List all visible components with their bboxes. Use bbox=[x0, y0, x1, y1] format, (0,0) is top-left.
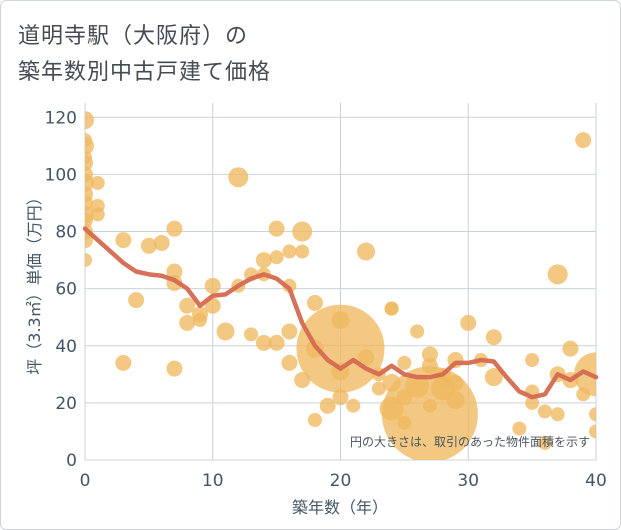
bubble-point bbox=[525, 353, 540, 368]
bubble-point bbox=[192, 313, 207, 328]
bubble-point bbox=[90, 175, 105, 190]
chart-annotation: 円の大きさは、取引のあった物件面積を示す bbox=[350, 434, 590, 449]
bubble-point bbox=[228, 167, 249, 188]
bubble-point bbox=[296, 304, 385, 393]
bubble-point bbox=[204, 297, 221, 314]
y-axis-label: 坪（3.3㎡）単価（万円） bbox=[25, 189, 44, 374]
bubble-point bbox=[525, 395, 540, 410]
bubble-point bbox=[485, 329, 502, 346]
bubble-point bbox=[115, 354, 132, 371]
x-axis-label: 築年数（年） bbox=[292, 498, 388, 517]
y-tick-label: 40 bbox=[55, 337, 77, 357]
average-trend-line bbox=[82, 226, 599, 400]
chart-title-line-1: 道明寺駅（大阪府）の bbox=[18, 24, 249, 49]
bubble-point bbox=[85, 253, 92, 268]
y-tick-label: 80 bbox=[55, 223, 77, 243]
y-tick-label: 100 bbox=[45, 165, 77, 185]
y-tick-label: 0 bbox=[66, 451, 77, 471]
chart-title-line-2: 築年数別中古戸建て価格 bbox=[18, 60, 272, 85]
bubble-point bbox=[306, 294, 323, 311]
bubble-point bbox=[140, 237, 157, 254]
x-tick-label: 40 bbox=[585, 471, 607, 491]
bubble-point bbox=[216, 322, 235, 341]
bubble-point bbox=[166, 220, 183, 237]
bubble-point bbox=[446, 391, 465, 410]
bubble-point bbox=[332, 389, 349, 406]
bubble-point bbox=[397, 355, 412, 370]
bubble-point bbox=[512, 421, 527, 436]
bubble-point bbox=[244, 327, 259, 342]
tick-labels: 0 20 40 60 80 100 120 0 10 20 30 40 bbox=[45, 108, 607, 491]
bubble-point bbox=[575, 132, 592, 149]
bubble-point bbox=[537, 404, 552, 419]
x-tick-label: 0 bbox=[80, 471, 91, 491]
bubble-point bbox=[153, 234, 170, 251]
bubble-point bbox=[484, 368, 503, 387]
bubble-point bbox=[115, 232, 132, 249]
bubble-point bbox=[85, 111, 94, 130]
bubble-point bbox=[319, 397, 336, 414]
bubble-point bbox=[268, 334, 285, 351]
bubble-point bbox=[292, 221, 313, 242]
x-tick-label: 30 bbox=[457, 471, 479, 491]
x-tick-label: 20 bbox=[330, 471, 352, 491]
bubble-point bbox=[357, 242, 376, 261]
bubble-point bbox=[358, 349, 375, 366]
bubble-point bbox=[550, 407, 565, 422]
bubble-point bbox=[547, 264, 568, 285]
bubble-point bbox=[269, 250, 284, 265]
bubble-point bbox=[537, 435, 552, 450]
bubble-point bbox=[589, 407, 596, 422]
bubble-point bbox=[179, 297, 196, 314]
x-tick-label: 10 bbox=[202, 471, 224, 491]
bubble-point bbox=[589, 424, 596, 439]
bubble-point bbox=[384, 301, 399, 316]
bubble-point bbox=[295, 244, 310, 259]
bubble-point bbox=[281, 323, 298, 340]
bubble-point bbox=[447, 374, 464, 391]
y-tick-label: 20 bbox=[55, 394, 77, 414]
bubble-point bbox=[128, 292, 145, 309]
y-tick-label: 60 bbox=[55, 280, 77, 300]
bubble-point bbox=[282, 244, 297, 259]
bubble-point bbox=[255, 334, 272, 351]
bubble-point bbox=[346, 398, 361, 413]
y-tick-label: 120 bbox=[45, 108, 77, 128]
trend-line-layer bbox=[82, 226, 599, 400]
bubble-point bbox=[255, 252, 272, 269]
bubble-point bbox=[204, 277, 221, 294]
bubble-point bbox=[179, 314, 196, 331]
bubble-point bbox=[460, 314, 477, 331]
bubble-point bbox=[281, 354, 298, 371]
bubble-point bbox=[421, 346, 438, 363]
bubble-point bbox=[85, 136, 94, 155]
bubble-point bbox=[166, 263, 183, 280]
bubble-point bbox=[268, 220, 285, 237]
bubble-point bbox=[166, 360, 183, 377]
bubble-point bbox=[410, 324, 425, 339]
bubble-point bbox=[90, 207, 105, 222]
bubble-point bbox=[562, 340, 579, 357]
bubble-point bbox=[371, 381, 386, 396]
bubble-point bbox=[307, 413, 322, 428]
